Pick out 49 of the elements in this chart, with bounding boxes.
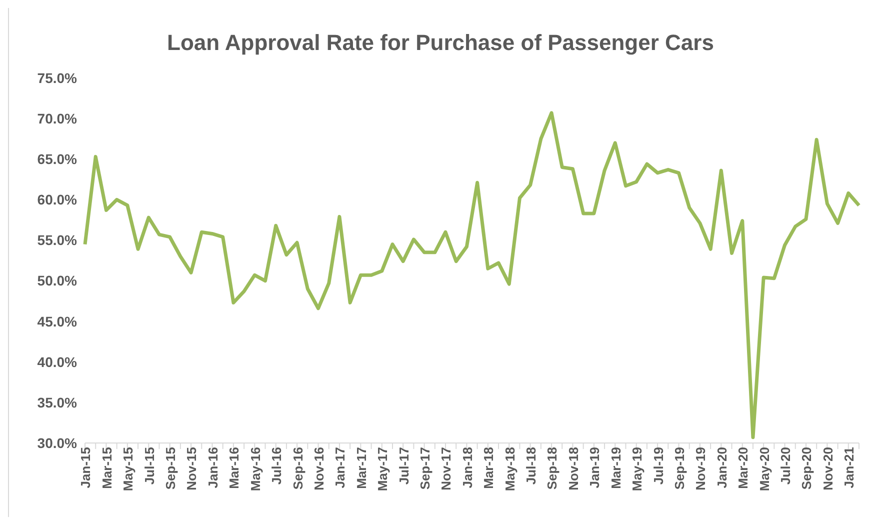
y-tick-label: 60.0% — [37, 192, 78, 208]
y-tick-label: 65.0% — [37, 151, 78, 168]
y-tick-label: 35.0% — [37, 394, 78, 410]
x-tick-label: Mar-17 — [354, 447, 369, 489]
x-tick-label: Sep-18 — [544, 447, 560, 490]
chart-title: Loan Approval Rate for Purchase of Passenger Cars — [166, 29, 715, 57]
x-tick-label: Mar-19 — [608, 447, 624, 489]
x-tick-label: Nov-20 — [820, 447, 836, 490]
x-tick-label: Sep-16 — [290, 447, 306, 490]
x-tick-label: Jan-15 — [78, 447, 94, 488]
x-tick-label: Nov-17 — [438, 447, 454, 490]
x-tick-label: Jul-15 — [142, 447, 157, 485]
x-tick-label: May-16 — [248, 447, 263, 492]
x-tick-label: Mar-18 — [481, 447, 496, 489]
x-tick-label: May-15 — [120, 447, 136, 492]
y-tick-label: 40.0% — [37, 354, 78, 370]
x-tick-label: Mar-15 — [99, 447, 114, 489]
y-tick-label: 75.0% — [37, 70, 78, 86]
x-tick-label: Sep-19 — [672, 447, 687, 490]
x-tick-label: Sep-15 — [163, 447, 178, 490]
y-tick-label: 70.0% — [37, 110, 78, 127]
y-tick-label: 55.0% — [37, 232, 78, 248]
x-tick-label: Jan-21 — [842, 447, 857, 488]
x-tick-label: Sep-20 — [799, 447, 814, 490]
y-tick-label: 30.0% — [37, 434, 78, 451]
x-tick-label: Mar-16 — [226, 447, 242, 489]
y-tick-label: 45.0% — [37, 313, 78, 330]
x-tick-label: Nov-18 — [566, 447, 581, 490]
x-tick-label: Nov-15 — [184, 447, 200, 490]
x-tick-label: Jul-19 — [650, 447, 666, 485]
x-tick-label: May-17 — [375, 447, 390, 492]
x-tick-label: Nov-16 — [311, 447, 326, 490]
x-tick-label: May-18 — [502, 447, 518, 492]
x-tick-label: May-20 — [756, 447, 772, 492]
x-tick-label: Sep-17 — [418, 447, 433, 490]
x-tick-label: May-19 — [630, 447, 645, 492]
x-tick-label: Jan-19 — [587, 447, 602, 488]
x-tick-label: Jul-17 — [396, 447, 412, 485]
x-tick-label: Jan-20 — [714, 447, 730, 488]
line-series — [83, 111, 861, 440]
x-tick-label: Jul-16 — [269, 447, 284, 485]
x-tick-label: Jan-16 — [205, 447, 220, 488]
x-tick-label: Jul-20 — [778, 447, 794, 485]
y-tick-label: 50.0% — [37, 272, 78, 289]
x-tick-label: Jul-18 — [524, 447, 539, 485]
x-tick-label: Jan-18 — [460, 447, 475, 488]
x-tick-label: Jan-17 — [332, 447, 348, 488]
x-tick-label: Mar-20 — [736, 447, 751, 489]
x-tick-label: Nov-19 — [693, 447, 708, 490]
